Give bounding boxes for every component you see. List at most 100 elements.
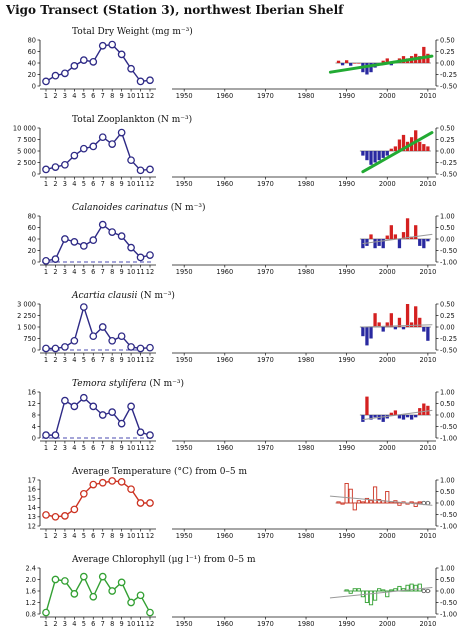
monthly-y-tick-label: 0: [32, 258, 36, 266]
anomaly-bar-negative: [389, 63, 393, 66]
anomaly-bar-negative: [360, 590, 365, 598]
anomaly-y-tick-label: 0.00: [440, 323, 455, 331]
monthly-point: [127, 402, 135, 411]
anomaly-y-tick-label: -0.50: [440, 423, 457, 431]
anomaly-bar-negative: [385, 590, 390, 598]
monthly-x-tick-label: 2: [53, 180, 57, 188]
anomaly-bar-positive: [405, 218, 410, 239]
anomaly-bar-positive: [393, 146, 398, 151]
anomaly-bar-positive: [365, 396, 369, 415]
anomaly-bar-positive: [344, 483, 349, 504]
monthly-point: [146, 431, 154, 439]
monthly-x-tick-label: 8: [110, 92, 114, 100]
anomaly-y-tick-label: 0.00: [440, 235, 455, 243]
anomaly-bar-negative: [422, 239, 426, 249]
anomaly-bar-negative: [373, 415, 377, 418]
monthly-y-tick-label: 80: [28, 36, 36, 44]
monthly-y-tick-label: 0: [32, 82, 36, 90]
anomaly-y-tick-label: 1.00: [440, 388, 455, 396]
monthly-x-tick-label: 12: [146, 620, 154, 628]
monthly-x-tick-label: 7: [101, 92, 105, 100]
anomaly-bar-positive: [352, 588, 357, 592]
year-x-tick-label: 1960: [216, 532, 233, 540]
monthly-y-tick-label: 16: [28, 388, 36, 396]
year-x-tick-label: 1960: [216, 620, 233, 628]
anomaly-bar-positive: [389, 313, 393, 327]
year-x-tick-label: 2010: [419, 356, 436, 364]
monthly-point: [108, 477, 117, 485]
anomaly-bar-positive: [389, 225, 393, 239]
monthly-y-tick-label: 17: [28, 476, 36, 484]
anomaly-y-tick-label: -1.00: [440, 434, 457, 442]
anomaly-bar-positive: [389, 412, 393, 415]
anomaly-bar-positive: [426, 53, 430, 63]
anomaly-bar-positive: [364, 497, 370, 504]
monthly-point: [51, 575, 60, 584]
monthly-y-tick-label: 7 500: [17, 136, 36, 144]
monthly-x-tick-label: 4: [72, 444, 76, 452]
year-x-tick-label: 1990: [338, 444, 355, 452]
monthly-x-tick-label: 6: [91, 180, 95, 188]
anomaly-bar-positive: [381, 589, 386, 592]
monthly-point: [98, 478, 107, 487]
monthly-x-tick-label: 2: [53, 92, 57, 100]
anomaly-bar-negative: [361, 415, 365, 422]
anomaly-bar-negative: [340, 502, 345, 505]
monthly-x-tick-label: 11: [136, 444, 144, 452]
anomaly-bar-positive: [417, 583, 422, 592]
anomaly-bar-negative: [426, 239, 430, 242]
monthly-point: [42, 77, 50, 86]
anomaly-y-tick-label: -0.25: [440, 71, 457, 79]
monthly-x-tick-label: 5: [82, 268, 86, 276]
monthly-point: [98, 41, 107, 50]
anomaly-bar-negative: [352, 502, 357, 511]
anomaly-bar-positive: [418, 141, 422, 151]
anomaly-bar-positive: [344, 60, 349, 63]
monthly-x-tick-label: 5: [82, 444, 86, 452]
anomaly-y-tick-label: -0.50: [440, 82, 457, 90]
monthly-point: [51, 163, 60, 171]
monthly-point: [136, 253, 145, 262]
monthly-point: [89, 480, 98, 489]
panel-title-species: Temora stylifera: [72, 379, 147, 389]
anomaly-bar-negative: [361, 151, 365, 156]
anomaly-bar-negative: [365, 239, 369, 246]
anomaly-bar-positive: [385, 58, 389, 63]
anomaly-trend-line: [328, 54, 434, 74]
anomaly-trend-line: [361, 131, 434, 174]
monthly-point: [89, 236, 98, 244]
monthly-x-tick-label: 1: [44, 268, 48, 276]
monthly-point: [61, 235, 69, 243]
anomaly-bar-positive: [360, 501, 365, 504]
monthly-y-tick-label: 0: [32, 346, 36, 354]
year-x-tick-label: 1980: [298, 620, 315, 628]
year-x-tick-label: 1990: [338, 620, 355, 628]
monthly-x-tick-label: 4: [72, 532, 76, 540]
monthly-x-tick-label: 7: [101, 356, 105, 364]
monthly-x-tick-label: 4: [72, 620, 76, 628]
monthly-x-tick-label: 3: [63, 356, 67, 364]
monthly-point: [146, 499, 154, 507]
monthly-x-tick-label: 1: [44, 92, 48, 100]
anomaly-bar-positive: [409, 236, 414, 239]
anomaly-missing-marker: [421, 588, 426, 594]
monthly-y-tick-label: 12: [28, 400, 36, 408]
panel-title: Temora stylifera (N m⁻³): [72, 378, 184, 389]
anomaly-bar-positive: [414, 306, 418, 327]
monthly-y-tick-label: 40: [28, 235, 36, 243]
anomaly-bar-negative: [426, 327, 430, 341]
monthly-y-tick-label: 60: [28, 48, 36, 56]
monthly-x-tick-label: 5: [82, 92, 86, 100]
anomaly-bar-positive: [336, 501, 341, 504]
monthly-point: [70, 238, 79, 246]
year-x-tick-label: 1970: [257, 532, 274, 540]
anomaly-y-tick-label: -0.50: [440, 599, 457, 607]
anomaly-y-tick-label: 0.50: [440, 124, 455, 132]
monthly-point: [108, 408, 117, 416]
monthly-point: [136, 499, 145, 507]
monthly-x-tick-label: 2: [53, 268, 57, 276]
anomaly-bar-positive: [397, 139, 402, 151]
year-x-tick-label: 1950: [176, 356, 193, 364]
